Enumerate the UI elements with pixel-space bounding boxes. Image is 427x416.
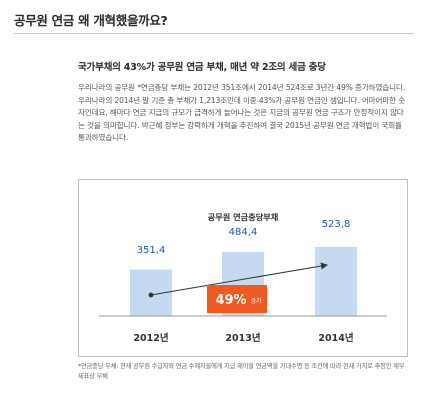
chart-svg: 공무원 연금충당부채 351,4 484,4 523,8 2012년 2013년 2014년… (99, 212, 387, 344)
category-label: 2012년 (133, 332, 168, 344)
section-subtitle: 국가부채의 43%가 공무원 연금 부채, 매년 약 2조의 세금 충당 (78, 62, 326, 73)
footnote: *연금충당 부채: 현재 공무원 수급자와 연금 수혜자들에게 지급 해야할 연… (78, 363, 405, 380)
page-title: 공무원 연금 왜 개혁했을까요? (14, 13, 168, 28)
bar-value-label: 523,8 (322, 219, 351, 230)
trend-arrow (150, 262, 328, 296)
growth-badge-suffix: 증가 (250, 297, 262, 305)
growth-badge (207, 285, 267, 313)
chart-title: 공무원 연금충당부채 (208, 212, 279, 222)
category-label: 2014년 (318, 332, 353, 344)
bar-value-label: 351,4 (137, 245, 166, 256)
bar-value-label: 484,4 (229, 227, 258, 238)
pension-liability-chart: 공무원 연금충당부채 351,4 484,4 523,8 2012년 2013년 2014년… (78, 179, 408, 357)
growth-badge-value: 49% (215, 293, 246, 308)
category-label: 2013년 (225, 332, 260, 344)
bar-2014년 (315, 246, 357, 316)
body-paragraph: 우리나라의 공무원 *연금충당 부채는 2012년 351조에서 2014년 5… (78, 83, 406, 143)
title-divider (14, 33, 414, 34)
